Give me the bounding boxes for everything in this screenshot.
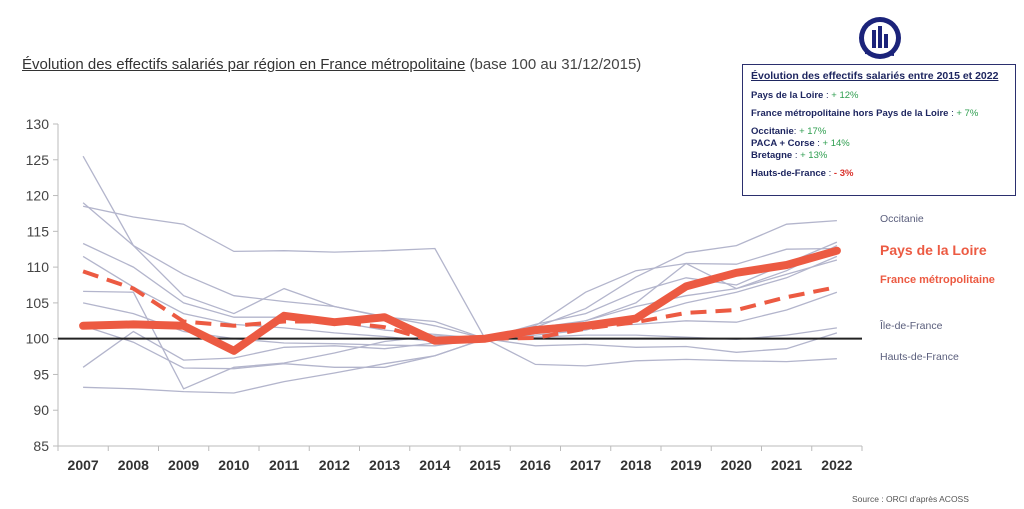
x-tick-label: 2007 <box>68 457 99 473</box>
y-tick-label: 120 <box>26 188 50 204</box>
summary-row-france-hors-pdl: France métropolitaine hors Pays de la Lo… <box>751 108 1007 120</box>
summary-row-label: PACA + Corse <box>751 138 815 149</box>
series-line-region <box>83 245 838 390</box>
summary-row-label: France métropolitaine hors Pays de la Lo… <box>751 108 949 119</box>
summary-row-sep: : <box>792 150 801 161</box>
summary-row-label: Pays de la Loire <box>751 90 824 101</box>
series-line-pays-de-la-loire <box>79 246 841 355</box>
x-tick-label: 2020 <box>721 457 752 473</box>
series-label: France métropolitaine <box>880 273 995 286</box>
x-tick-label: 2012 <box>319 457 350 473</box>
summary-row-value: + 7% <box>956 108 979 119</box>
y-tick-label: 125 <box>26 152 50 168</box>
summary-row-occitanie: Occitanie: + 17% <box>751 126 1007 138</box>
x-tick-label: 2008 <box>118 457 149 473</box>
x-tick-label: 2010 <box>218 457 249 473</box>
series-line-france-metropolitaine <box>82 269 838 344</box>
summary-box-title: Évolution des effectifs salariés entre 2… <box>751 70 999 82</box>
y-tick-label: 115 <box>27 223 50 239</box>
summary-row-value: + 14% <box>822 138 850 149</box>
x-tick-label: 2016 <box>520 457 551 473</box>
x-tick-label: 2019 <box>671 457 702 473</box>
x-tick-label: 2013 <box>369 457 400 473</box>
summary-row-sep: : <box>814 138 823 149</box>
y-tick-label: 105 <box>26 295 50 311</box>
y-tick-label: 85 <box>33 438 49 454</box>
summary-row-sep: : <box>825 168 834 179</box>
summary-row-label: Bretagne <box>751 150 793 161</box>
series-line-region <box>82 291 838 370</box>
summary-row-value: + 17% <box>799 126 827 137</box>
x-tick-label: 2014 <box>419 457 450 473</box>
series-label: Occitanie <box>880 213 924 226</box>
summary-row-label: Hauts-de-France <box>751 168 826 179</box>
series-label: Hauts-de-France <box>880 351 959 364</box>
x-tick-label: 2021 <box>771 457 802 473</box>
y-tick-label: 130 <box>26 116 50 132</box>
summary-row-paca-corse: PACA + Corse : + 14% <box>751 138 1007 150</box>
chart-title-sub: (base 100 au 31/12/2015) <box>469 56 642 73</box>
y-tick-label: 110 <box>27 259 50 275</box>
summary-row-sep: : <box>823 90 832 101</box>
summary-row-bretagne: Bretagne : + 13% <box>751 150 1007 162</box>
series-line-region <box>82 202 838 340</box>
summary-row-label: Occitanie <box>751 126 794 137</box>
x-tick-label: 2011 <box>269 457 300 473</box>
x-tick-label: 2015 <box>470 457 501 473</box>
chart-title: Évolution des effectifs salariés par rég… <box>22 56 641 73</box>
source-note: Source : ORCI d'après ACOSS <box>852 494 969 504</box>
summary-row-value: + 12% <box>831 90 859 101</box>
series-label: Île-de-France <box>880 320 943 333</box>
summary-row-sep: : <box>793 126 800 137</box>
series-line-region <box>82 205 837 340</box>
x-tick-label: 2017 <box>570 457 601 473</box>
series-layer <box>58 155 862 394</box>
x-tick-label: 2009 <box>168 457 199 473</box>
orci-logo-icon <box>859 17 901 59</box>
series-label: Pays de la Loire <box>880 241 987 258</box>
chart-title-main: Évolution des effectifs salariés par rég… <box>22 56 466 73</box>
summary-row-pays-de-la-loire: Pays de la Loire : + 12% <box>751 90 1007 102</box>
summary-row-value: - 3% <box>833 168 854 179</box>
summary-row-sep: : <box>948 108 957 119</box>
summary-row-value: + 13% <box>800 150 828 161</box>
y-axis: 85 90 95 100 105 110 115 120 125 130 <box>26 116 59 454</box>
x-axis: 2007 2008 2009 2010 2011 2012 2013 2014 2015 2016… <box>57 445 863 473</box>
summary-box: Évolution des effectifs salariés entre 2… <box>742 64 1016 196</box>
y-tick-label: 90 <box>33 402 49 418</box>
y-tick-label: 100 <box>26 331 50 347</box>
summary-row-hauts-de-france: Hauts-de-France : - 3% <box>751 168 1007 180</box>
x-tick-label: 2022 <box>821 457 852 473</box>
x-tick-label: 2018 <box>620 457 651 473</box>
y-tick-label: 95 <box>33 366 49 382</box>
